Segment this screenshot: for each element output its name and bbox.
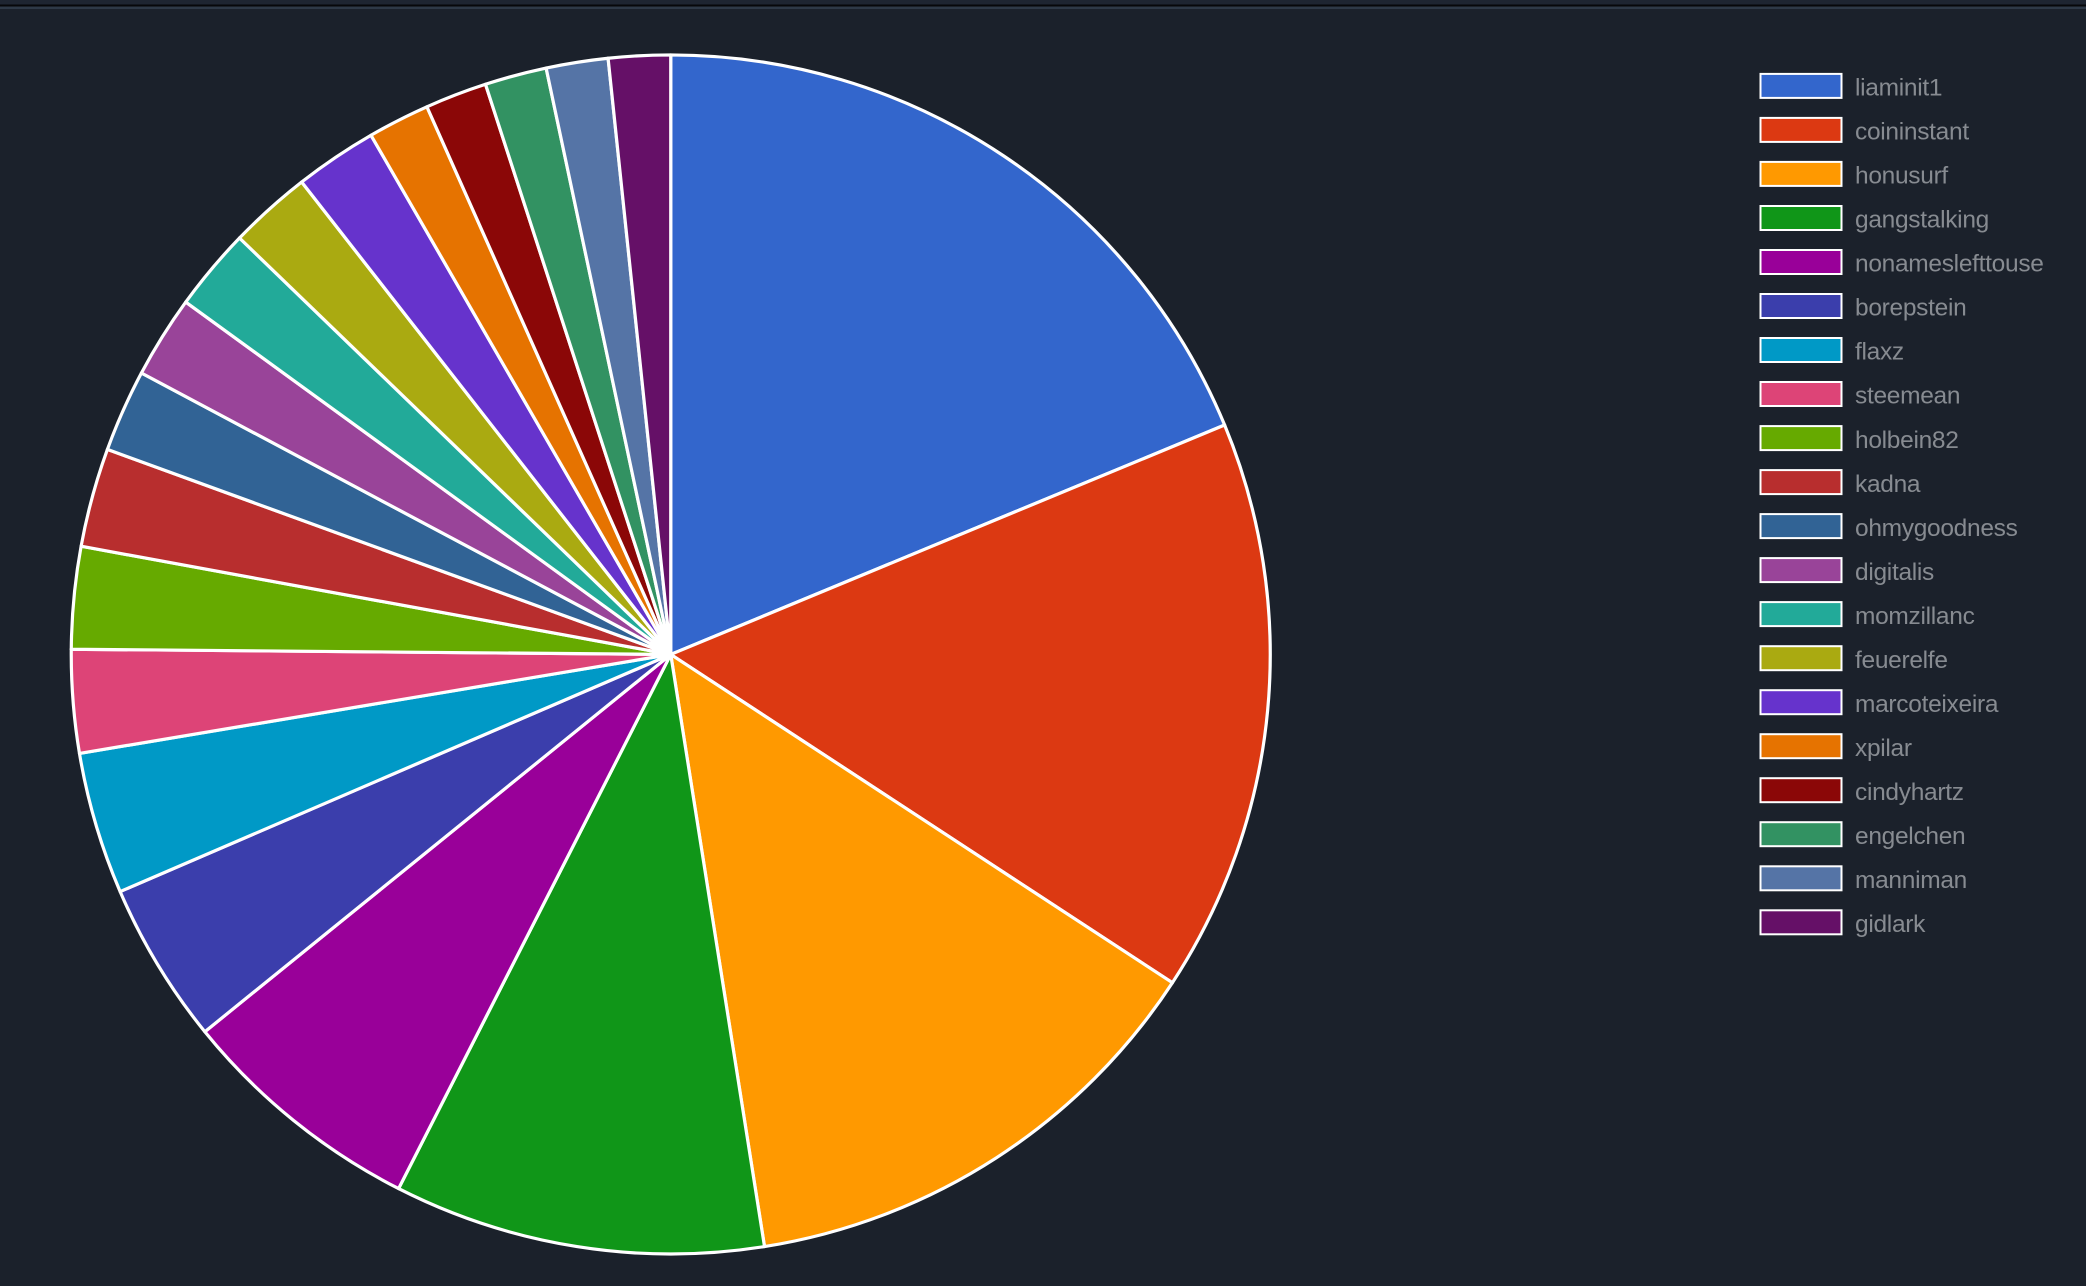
svg-text:liaminit1: liaminit1: [1855, 75, 1942, 102]
svg-text:flaxz: flaxz: [1855, 339, 1904, 366]
svg-text:nonameslefttouse: nonameslefttouse: [1855, 251, 2044, 278]
svg-text:feuerelfe: feuerelfe: [1855, 647, 1948, 674]
svg-text:kadna: kadna: [1855, 471, 1921, 498]
svg-text:gangstalking: gangstalking: [1855, 207, 1989, 234]
svg-text:borepstein: borepstein: [1855, 295, 1966, 322]
svg-text:manniman: manniman: [1855, 867, 1967, 894]
svg-text:marcoteixeira: marcoteixeira: [1855, 691, 1999, 718]
svg-text:engelchen: engelchen: [1855, 823, 1965, 850]
svg-text:coininstant: coininstant: [1855, 119, 1969, 146]
svg-text:ohmygoodness: ohmygoodness: [1855, 515, 2018, 542]
svg-text:digitalis: digitalis: [1855, 559, 1934, 586]
svg-text:cindyhartz: cindyhartz: [1855, 779, 1964, 806]
svg-text:gidlark: gidlark: [1855, 911, 1926, 938]
svg-text:xpilar: xpilar: [1855, 735, 1912, 762]
svg-text:momzillanc: momzillanc: [1855, 603, 1975, 630]
svg-text:holbein82: holbein82: [1855, 427, 1959, 454]
svg-text:steemean: steemean: [1855, 383, 1960, 410]
svg-text:honusurf: honusurf: [1855, 163, 1948, 190]
